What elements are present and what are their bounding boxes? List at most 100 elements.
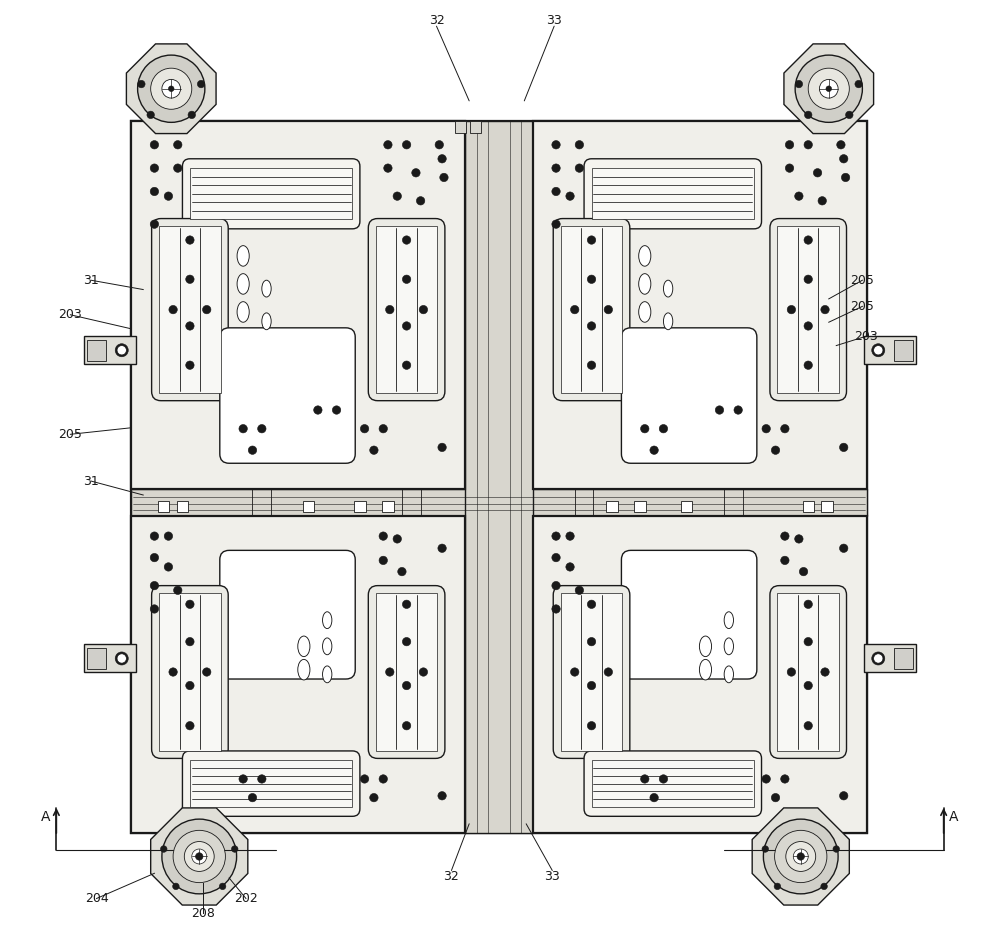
Circle shape (162, 819, 237, 894)
Circle shape (150, 187, 159, 195)
Circle shape (173, 884, 179, 889)
Circle shape (438, 791, 446, 800)
Circle shape (150, 605, 159, 614)
Circle shape (804, 140, 812, 149)
Circle shape (840, 544, 848, 552)
Circle shape (587, 361, 596, 369)
Circle shape (186, 638, 194, 646)
Circle shape (186, 681, 194, 689)
Circle shape (203, 305, 211, 314)
Bar (84, 336, 136, 364)
Circle shape (785, 164, 794, 172)
FancyBboxPatch shape (584, 751, 762, 816)
Circle shape (786, 842, 816, 871)
FancyBboxPatch shape (553, 586, 630, 758)
Text: 203: 203 (854, 330, 878, 343)
FancyBboxPatch shape (770, 586, 847, 758)
Circle shape (258, 424, 266, 432)
Circle shape (138, 80, 145, 88)
Circle shape (164, 532, 173, 540)
Ellipse shape (699, 659, 712, 680)
Bar (131, 489, 867, 516)
Circle shape (804, 111, 812, 119)
Ellipse shape (323, 612, 332, 629)
Circle shape (197, 80, 205, 88)
Ellipse shape (639, 246, 651, 266)
Bar (158, 501, 169, 512)
Circle shape (650, 446, 658, 454)
Circle shape (855, 80, 862, 88)
Circle shape (552, 219, 560, 228)
Circle shape (566, 532, 574, 540)
Circle shape (587, 275, 596, 283)
Circle shape (239, 775, 247, 783)
Circle shape (115, 344, 128, 357)
Circle shape (795, 80, 803, 88)
Text: 202: 202 (234, 892, 258, 905)
Circle shape (386, 668, 394, 676)
Circle shape (117, 654, 126, 663)
Circle shape (826, 86, 832, 92)
Ellipse shape (724, 638, 734, 655)
Circle shape (781, 424, 789, 432)
Bar (606, 501, 618, 512)
Text: 208: 208 (191, 907, 215, 920)
Polygon shape (784, 44, 874, 134)
Circle shape (821, 884, 827, 889)
Circle shape (587, 321, 596, 330)
Circle shape (872, 344, 885, 357)
Circle shape (115, 652, 128, 665)
Circle shape (763, 819, 838, 894)
Text: A: A (41, 811, 51, 824)
Circle shape (169, 668, 177, 676)
Bar (131, 121, 465, 489)
Circle shape (659, 424, 668, 432)
Circle shape (552, 140, 560, 149)
Circle shape (402, 721, 411, 730)
Circle shape (231, 846, 238, 852)
Circle shape (150, 581, 159, 590)
Text: 205: 205 (850, 274, 874, 287)
Circle shape (370, 793, 378, 801)
Circle shape (438, 443, 446, 451)
Circle shape (781, 775, 789, 783)
Ellipse shape (724, 612, 734, 629)
Circle shape (552, 605, 560, 614)
Circle shape (398, 567, 406, 575)
Ellipse shape (237, 302, 249, 322)
Circle shape (566, 562, 574, 571)
FancyBboxPatch shape (220, 328, 355, 463)
Text: 32: 32 (429, 14, 444, 27)
Circle shape (248, 793, 257, 801)
Bar (131, 516, 465, 833)
Text: 32: 32 (444, 870, 459, 883)
Bar (159, 593, 221, 751)
Circle shape (188, 111, 196, 119)
Circle shape (837, 140, 845, 149)
Bar (561, 226, 622, 393)
FancyBboxPatch shape (368, 219, 445, 401)
Text: 204: 204 (85, 892, 108, 905)
Circle shape (774, 884, 781, 889)
Circle shape (804, 721, 812, 730)
Circle shape (818, 196, 826, 205)
Circle shape (571, 305, 579, 314)
Circle shape (203, 668, 211, 676)
Circle shape (587, 601, 596, 609)
Circle shape (552, 581, 560, 590)
FancyBboxPatch shape (368, 586, 445, 758)
Bar (354, 501, 366, 512)
Circle shape (219, 884, 226, 889)
Circle shape (575, 140, 584, 149)
Bar (681, 501, 692, 512)
Circle shape (797, 853, 804, 860)
Circle shape (186, 721, 194, 730)
Ellipse shape (663, 280, 673, 297)
Circle shape (571, 668, 579, 676)
Circle shape (762, 424, 770, 432)
Circle shape (833, 846, 840, 852)
Circle shape (781, 556, 789, 564)
Circle shape (402, 601, 411, 609)
Circle shape (379, 556, 387, 564)
Bar (533, 516, 867, 833)
